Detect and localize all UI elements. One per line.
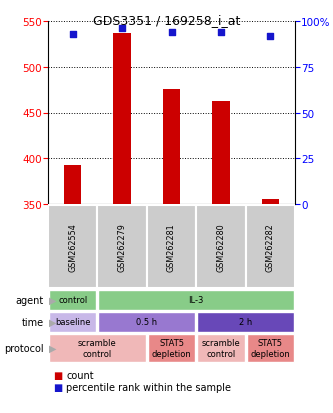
Bar [196, 205, 246, 288]
Point [218, 30, 223, 36]
Text: ▶: ▶ [49, 295, 57, 305]
Text: GSM262281: GSM262281 [167, 223, 176, 271]
Text: 2 h: 2 h [239, 318, 252, 327]
Bar [163, 90, 180, 204]
Bar [148, 335, 195, 362]
Bar [114, 34, 131, 204]
Bar [98, 312, 195, 332]
Bar [197, 335, 245, 362]
Text: ▶: ▶ [49, 343, 57, 353]
Text: protocol: protocol [4, 343, 44, 353]
Bar [147, 205, 196, 288]
Text: scramble
control: scramble control [201, 339, 240, 358]
Bar [49, 290, 97, 310]
Bar [212, 101, 229, 204]
Text: scramble
control: scramble control [78, 339, 117, 358]
Text: GSM262279: GSM262279 [118, 223, 127, 271]
Text: GSM262554: GSM262554 [68, 223, 77, 271]
Text: ▶: ▶ [49, 317, 57, 327]
Text: GSM262280: GSM262280 [216, 223, 225, 271]
Text: IL-3: IL-3 [188, 296, 204, 305]
Bar [247, 335, 294, 362]
Bar [64, 165, 81, 204]
Text: ■: ■ [53, 382, 62, 392]
Bar [197, 312, 294, 332]
Point [120, 26, 125, 33]
Bar [49, 312, 97, 332]
Bar [262, 200, 279, 204]
Text: control: control [58, 296, 87, 305]
Point [169, 30, 174, 36]
Bar [97, 205, 147, 288]
Bar [48, 205, 97, 288]
Text: GDS3351 / 169258_i_at: GDS3351 / 169258_i_at [93, 14, 240, 27]
Text: agent: agent [16, 295, 44, 305]
Text: STAT5
depletion: STAT5 depletion [152, 339, 191, 358]
Bar [246, 205, 295, 288]
Bar [98, 290, 294, 310]
Bar [49, 335, 146, 362]
Point [268, 33, 273, 40]
Text: percentile rank within the sample: percentile rank within the sample [66, 382, 231, 392]
Text: 0.5 h: 0.5 h [136, 318, 158, 327]
Text: GSM262282: GSM262282 [266, 223, 275, 271]
Text: ■: ■ [53, 370, 62, 380]
Text: count: count [66, 370, 94, 380]
Point [70, 31, 75, 38]
Text: time: time [22, 317, 44, 327]
Text: baseline: baseline [55, 318, 91, 327]
Text: STAT5
depletion: STAT5 depletion [250, 339, 290, 358]
